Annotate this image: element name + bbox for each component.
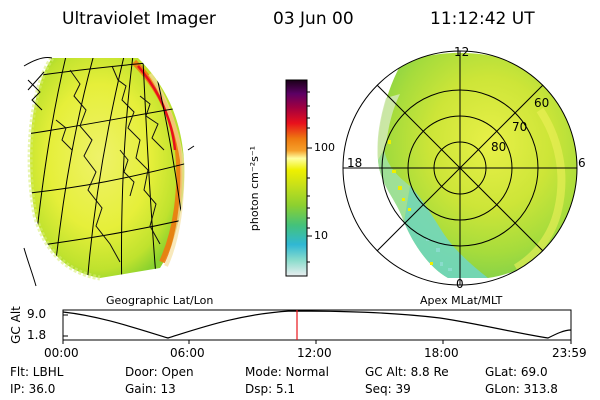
- mlt-12-label: 12: [454, 45, 470, 59]
- geo-latitude-info: GLat: 69.0: [485, 365, 548, 379]
- altitude-plot-frame: [62, 309, 572, 341]
- altitude-curve: [62, 310, 572, 339]
- polar-image: [342, 50, 578, 286]
- colorbar-unit-label: photon cm⁻²s⁻¹: [248, 145, 262, 232]
- altitude-axis-title: GC Alt: [8, 306, 23, 344]
- mlat-80-label: 80: [491, 140, 507, 154]
- geo-longitude-info: GLon: 313.8: [485, 382, 558, 396]
- colorbar-tick-100: 100: [314, 141, 335, 154]
- altitude-xtick-0000: 00:00: [44, 346, 79, 360]
- mlt-6-label: 6: [578, 156, 586, 170]
- altitude-xtick-1800: 18:00: [424, 346, 459, 360]
- date-label: 03 Jun 00: [273, 9, 354, 29]
- altitude-xtick-2359: 23:59: [552, 346, 587, 360]
- app-title: Ultraviolet Imager: [62, 9, 216, 29]
- mlt-0-label: 0: [456, 277, 464, 291]
- altitude-plot: [62, 309, 572, 344]
- gc-altitude-info: GC Alt: 8.8 Re: [365, 365, 449, 379]
- geographic-image: [23, 56, 195, 287]
- altitude-xtick-0600: 06:00: [170, 346, 205, 360]
- altitude-ytick-9: 9.0: [27, 307, 47, 321]
- gain-info: Gain: 13: [125, 382, 176, 396]
- ip-info: IP: 36.0: [10, 382, 56, 396]
- mlat-70-label: 70: [512, 120, 528, 134]
- mlt-18-label: 18: [347, 156, 363, 170]
- altitude-ytick-1-8: 1.8: [27, 328, 47, 342]
- polar-panel-label: Apex MLat/MLT: [420, 294, 503, 307]
- altitude-xtick-1200: 12:00: [297, 346, 332, 360]
- geographic-panel-label: Geographic Lat/Lon: [106, 294, 214, 307]
- mlat-60-label: 60: [534, 96, 550, 110]
- dsp-info: Dsp: 5.1: [245, 382, 296, 396]
- time-label: 11:12:42 UT: [430, 9, 535, 29]
- sequence-info: Seq: 39: [365, 382, 411, 396]
- colorbar: [285, 79, 312, 277]
- mode-info: Mode: Normal: [245, 365, 329, 379]
- filter-info: Flt: LBHL: [10, 365, 64, 379]
- door-info: Door: Open: [125, 365, 194, 379]
- colorbar-tick-10: 10: [314, 229, 328, 242]
